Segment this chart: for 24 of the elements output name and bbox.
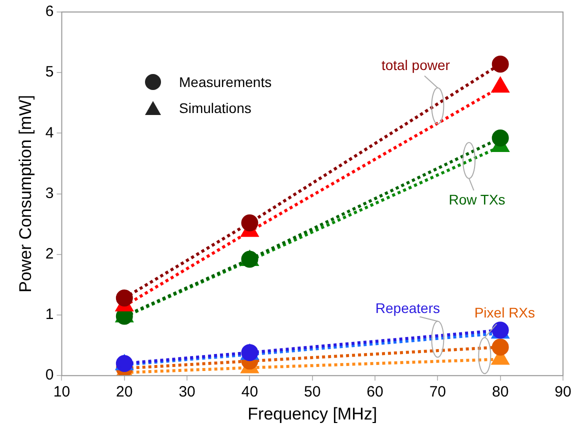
x-tick-label: 60 [366, 384, 384, 401]
x-tick-label: 80 [492, 384, 509, 401]
x-tick-label: 70 [429, 384, 446, 401]
y-tick-label: 5 [45, 64, 54, 81]
annotation: Row TXs [448, 191, 506, 208]
annotation: Repeaters [375, 300, 440, 316]
y-tick-label: 2 [45, 246, 54, 263]
annotation: Simulations [179, 100, 252, 116]
y-tick-label: 1 [45, 306, 54, 324]
x-tick-label: 20 [116, 384, 133, 401]
x-tick-label: 40 [241, 384, 258, 401]
annotation: Measurements [179, 74, 272, 90]
y-axis-title: Power Consumption [mW] [16, 95, 35, 293]
y-tick-label: 4 [45, 124, 54, 142]
x-tick-label: 10 [53, 384, 70, 401]
x-axis-title: Frequency [MHz] [248, 404, 378, 424]
y-tick-label: 6 [45, 3, 54, 20]
x-tick-label: 50 [304, 384, 321, 401]
x-tick-label: 90 [554, 384, 572, 401]
y-tick-label: 0 [45, 366, 54, 384]
annotation: total power [381, 56, 450, 73]
annotation: Pixel RXs [474, 304, 536, 320]
y-tick-label: 3 [45, 184, 54, 202]
x-tick-label: 30 [178, 384, 196, 401]
